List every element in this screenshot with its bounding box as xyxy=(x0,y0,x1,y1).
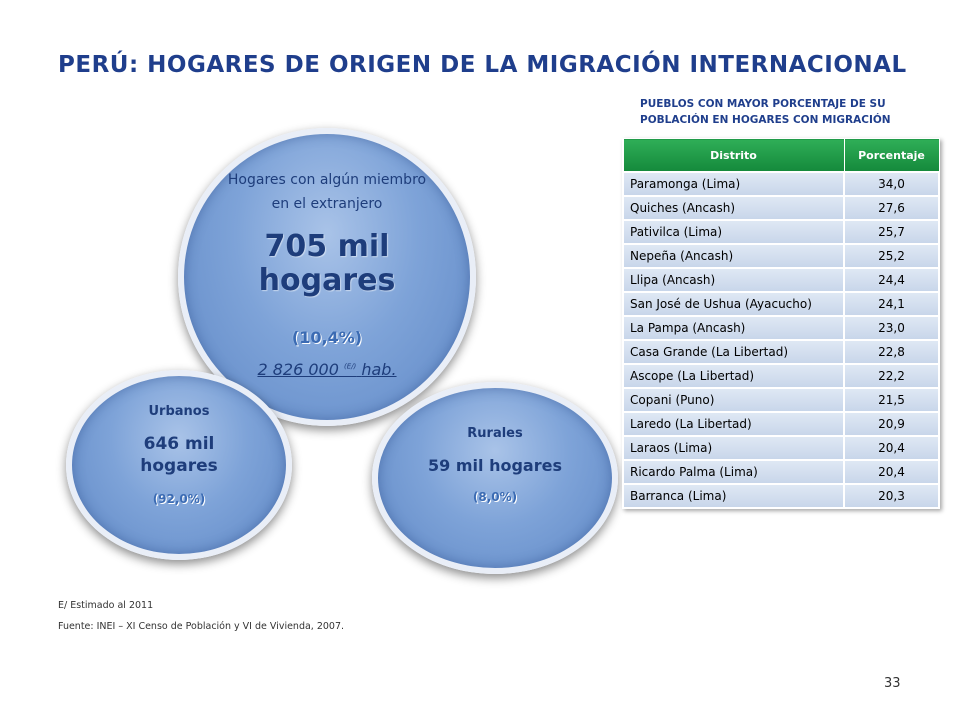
header-porcentaje: Porcentaje xyxy=(843,138,940,173)
cell-porcentaje: 22,2 xyxy=(843,363,940,389)
table-row: Casa Grande (La Libertad) 22,8 xyxy=(622,339,940,365)
cell-distrito: Ascope (La Libertad) xyxy=(622,363,845,389)
urban-label: Urbanos xyxy=(148,404,210,419)
cell-distrito: Nepeña (Ancash) xyxy=(622,243,845,269)
cell-porcentaje: 25,2 xyxy=(843,243,940,269)
population-note: (E/) xyxy=(344,362,357,371)
cell-distrito: Laredo (La Libertad) xyxy=(622,411,845,437)
total-percent: (10,4%) xyxy=(291,328,363,347)
table-row: Llipa (Ancash) 24,4 xyxy=(622,267,940,293)
population-unit: hab. xyxy=(361,360,397,379)
page-title: PERÚ: HOGARES DE ORIGEN DE LA MIGRACIÓN … xyxy=(58,52,907,78)
table-row: La Pampa (Ancash) 23,0 xyxy=(622,315,940,341)
cell-distrito: Ricardo Palma (Lima) xyxy=(622,459,845,485)
cell-porcentaje: 34,0 xyxy=(843,171,940,197)
population-value: 2 826 000 xyxy=(257,360,339,379)
rural-households-circle: Rurales 59 mil hogares (8,0%) xyxy=(372,382,618,574)
table-row: Pativilca (Lima) 25,7 xyxy=(622,219,940,245)
cell-distrito: Llipa (Ancash) xyxy=(622,267,845,293)
total-label-line-2: en el extranjero xyxy=(271,196,383,212)
cell-distrito: San José de Ushua (Ayacucho) xyxy=(622,291,845,317)
cell-distrito: Quiches (Ancash) xyxy=(622,195,845,221)
total-value-line-2: hogares xyxy=(258,263,396,298)
table-caption: PUEBLOS CON MAYOR PORCENTAJE DE SU POBLA… xyxy=(640,96,956,128)
table-row: San José de Ushua (Ayacucho) 24,1 xyxy=(622,291,940,317)
cell-porcentaje: 20,4 xyxy=(843,459,940,485)
table-row: Laredo (La Libertad) 20,9 xyxy=(622,411,940,437)
cell-porcentaje: 22,8 xyxy=(843,339,940,365)
table-row: Ascope (La Libertad) 22,2 xyxy=(622,363,940,389)
page-number: 33 xyxy=(884,676,901,691)
source-note: Fuente: INEI – XI Censo de Población y V… xyxy=(58,621,345,632)
cell-distrito: Paramonga (Lima) xyxy=(622,171,845,197)
urban-households-circle: Urbanos 646 mil hogares (92,0%) xyxy=(66,370,292,560)
total-value-line-1: 705 mil xyxy=(264,229,390,264)
header-distrito: Distrito xyxy=(622,138,845,173)
cell-distrito: Laraos (Lima) xyxy=(622,435,845,461)
cell-porcentaje: 25,7 xyxy=(843,219,940,245)
cell-porcentaje: 21,5 xyxy=(843,387,940,413)
urban-value-line-2: hogares xyxy=(140,456,218,476)
districts-table: Distrito Porcentaje Paramonga (Lima) 34,0… xyxy=(622,138,940,509)
table-caption-line-2: POBLACIÓN EN HOGARES CON MIGRACIÓN xyxy=(640,114,891,126)
cell-porcentaje: 23,0 xyxy=(843,315,940,341)
urban-percent: (92,0%) xyxy=(152,492,206,506)
total-label-line-1: Hogares con algún miembro xyxy=(227,172,427,188)
rural-value: 59 mil hogares xyxy=(428,456,562,475)
cell-porcentaje: 20,3 xyxy=(843,483,940,509)
total-households-circle: Hogares con algún miembro en el extranje… xyxy=(178,128,476,426)
table-row: Ricardo Palma (Lima) 20,4 xyxy=(622,459,940,485)
cell-porcentaje: 24,4 xyxy=(843,267,940,293)
table-caption-line-1: PUEBLOS CON MAYOR PORCENTAJE DE SU xyxy=(640,98,886,110)
table-row: Nepeña (Ancash) 25,2 xyxy=(622,243,940,269)
cell-distrito: Barranca (Lima) xyxy=(622,483,845,509)
rural-percent: (8,0%) xyxy=(472,490,518,504)
estimate-note: E/ Estimado al 2011 xyxy=(58,600,154,611)
table-row: Laraos (Lima) 20,4 xyxy=(622,435,940,461)
cell-distrito: Copani (Puno) xyxy=(622,387,845,413)
total-population: 2 826 000 (E/) hab. xyxy=(184,360,470,379)
table-row: Copani (Puno) 21,5 xyxy=(622,387,940,413)
table-row: Quiches (Ancash) 27,6 xyxy=(622,195,940,221)
cell-porcentaje: 27,6 xyxy=(843,195,940,221)
cell-distrito: Casa Grande (La Libertad) xyxy=(622,339,845,365)
cell-porcentaje: 20,4 xyxy=(843,435,940,461)
table-row: Barranca (Lima) 20,3 xyxy=(622,483,940,509)
rural-label: Rurales xyxy=(467,426,523,441)
cell-distrito: Pativilca (Lima) xyxy=(622,219,845,245)
table-header-row: Distrito Porcentaje xyxy=(622,138,940,173)
table-row: Paramonga (Lima) 34,0 xyxy=(622,171,940,197)
cell-distrito: La Pampa (Ancash) xyxy=(622,315,845,341)
cell-porcentaje: 20,9 xyxy=(843,411,940,437)
urban-value-line-1: 646 mil xyxy=(143,434,215,454)
cell-porcentaje: 24,1 xyxy=(843,291,940,317)
